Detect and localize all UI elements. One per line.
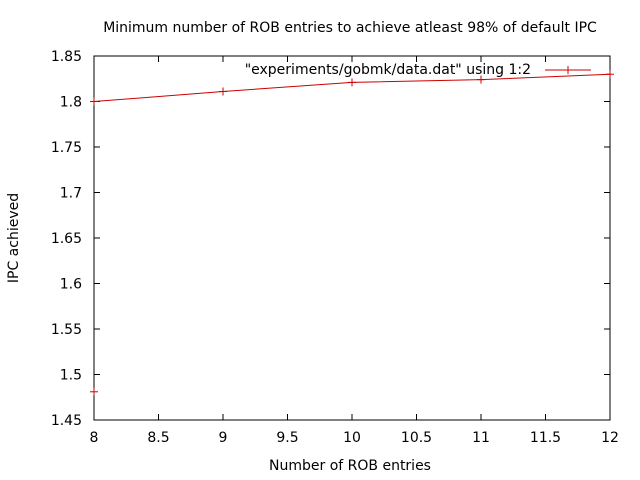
data-point [219,87,227,96]
data-point [477,75,485,84]
legend-label: "experiments/gobmk/data.dat" using 1:2 [245,62,531,78]
y-axis: 1.45 1.5 1.55 1.6 1.65 1.7 1.75 1.8 1.85 [51,49,610,429]
data-point [90,97,98,106]
y-tick-label: 1.8 [60,95,82,111]
x-tick-label: 9 [219,430,228,446]
y-tick-label: 1.85 [51,49,82,65]
series-line [93,73,611,102]
x-tick-label: 8 [90,430,99,446]
data-point [606,70,614,79]
y-tick-label: 1.6 [60,277,82,293]
data-point [90,387,98,396]
y-tick-label: 1.45 [51,413,82,429]
x-axis-label: Number of ROB entries [269,458,431,474]
y-tick-label: 1.55 [51,322,82,338]
y-tick-label: 1.65 [51,231,82,247]
legend-swatch-marker [564,66,572,74]
x-tick-label: 12 [601,430,619,446]
x-tick-label: 10 [343,430,361,446]
chart-title: Minimum number of ROB entries to achieve… [103,20,597,36]
y-tick-label: 1.7 [60,186,82,202]
data-point [348,78,356,87]
x-tick-label: 11.5 [530,430,561,446]
x-axis: 8 8.5 9 9.5 10 10.5 11 11.5 12 [90,56,619,446]
legend: "experiments/gobmk/data.dat" using 1:2 [245,62,591,78]
plot-frame [93,55,611,421]
y-tick-label: 1.5 [60,368,82,384]
x-tick-label: 10.5 [401,430,432,446]
x-tick-label: 11 [472,430,490,446]
series-layer [90,70,614,396]
x-tick-label: 9.5 [276,430,298,446]
x-tick-label: 8.5 [147,430,169,446]
y-tick-label: 1.75 [51,140,82,156]
y-axis-label: IPC achieved [6,193,22,283]
